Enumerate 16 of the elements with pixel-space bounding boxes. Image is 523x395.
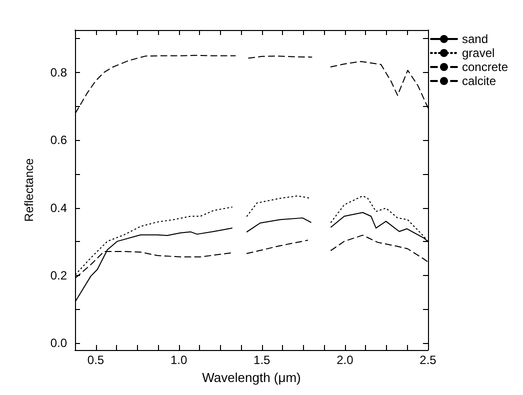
legend-label: gravel — [462, 46, 495, 60]
x-tick-label: 0.5 — [87, 353, 104, 367]
x-tick-label: 2.5 — [420, 353, 437, 367]
x-tick-label: 1.0 — [170, 353, 188, 367]
y-tick-label: 0.0 — [50, 336, 68, 350]
y-axis-title: Reflectance — [22, 158, 36, 222]
y-tick-label: 0.6 — [50, 133, 68, 148]
y-tick-label: 0.2 — [50, 268, 68, 283]
legend-label: sand — [462, 32, 488, 46]
y-tick-label: 0.4 — [50, 200, 68, 215]
legend-label: concrete — [462, 60, 508, 74]
x-axis-title: Wavelength (μm) — [202, 370, 301, 385]
y-tick-label: 0.8 — [50, 65, 68, 80]
legend-label: calcite — [462, 74, 496, 88]
x-tick-label: 2.0 — [336, 353, 354, 367]
x-tick-label: 1.5 — [254, 353, 271, 367]
